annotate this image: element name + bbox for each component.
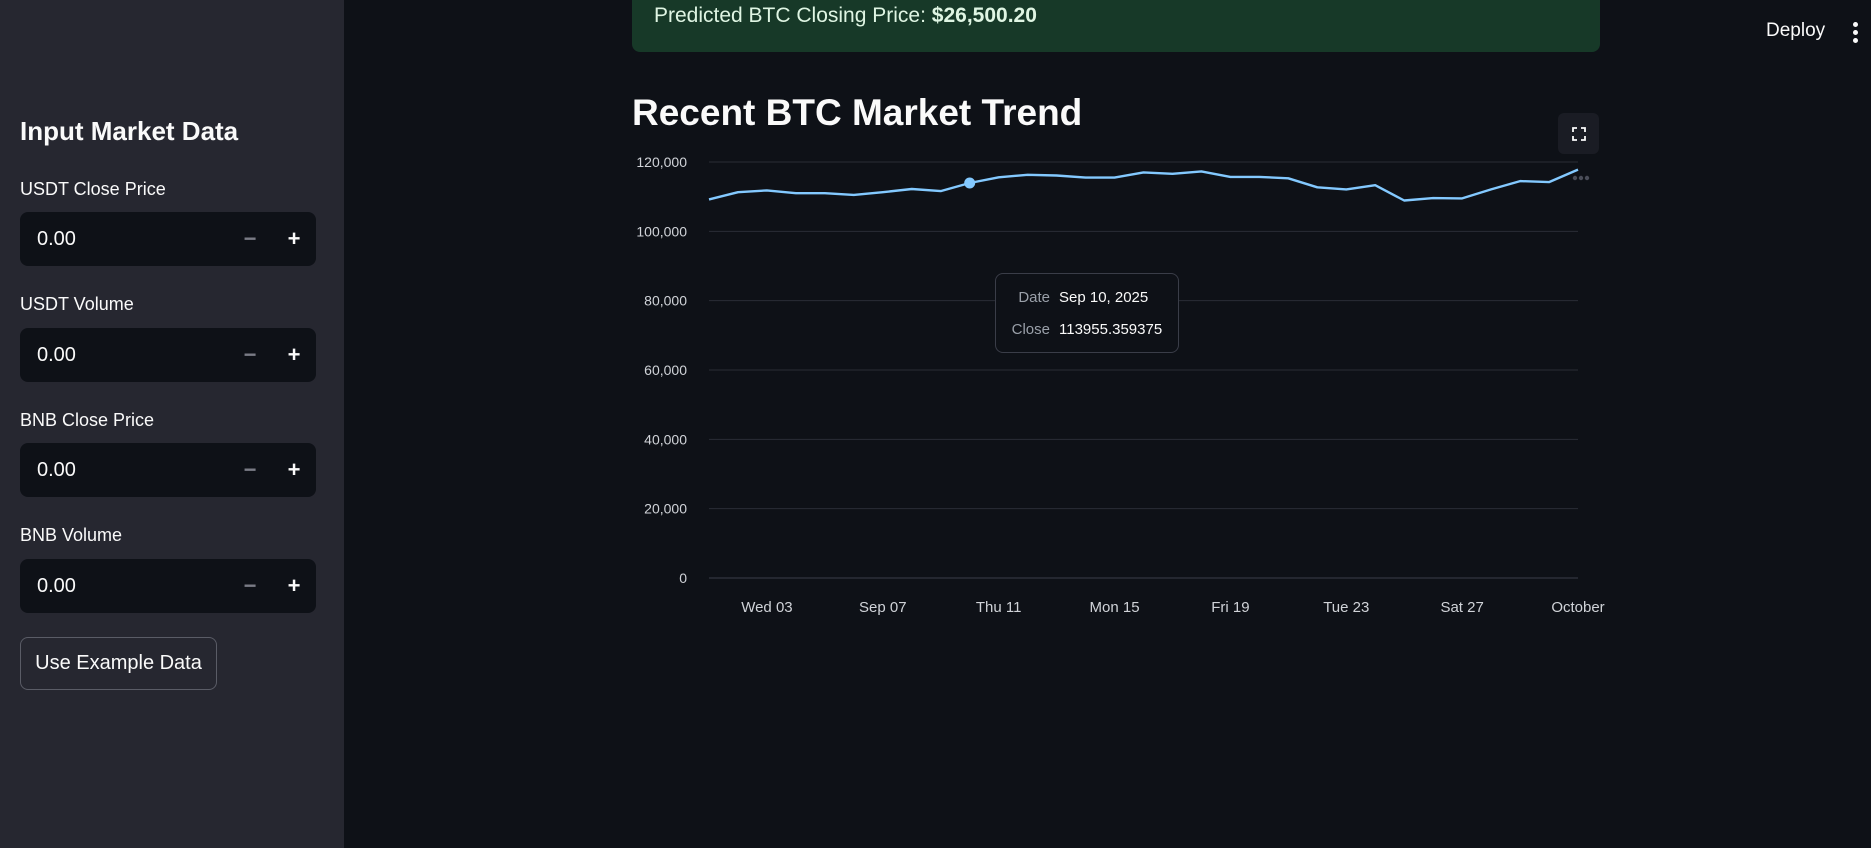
- y-tick-label: 80,000: [644, 293, 687, 309]
- btc-trend-chart[interactable]: 0 20,000 40,000 60,000 80,000 100,000 120,000 W…: [620, 150, 1610, 630]
- highlighted-data-point: [964, 177, 976, 189]
- chart-menu-dot: [1584, 175, 1590, 181]
- fullscreen-icon[interactable]: [1558, 113, 1599, 154]
- btc-close-line: [708, 168, 1579, 202]
- bnb-close-input[interactable]: 0.00 − +: [20, 443, 316, 497]
- bnb-volume-increment-button[interactable]: +: [287, 573, 301, 598]
- bnb-volume-label: BNB Volume: [20, 525, 123, 545]
- chart-menu-dot: [1572, 175, 1578, 181]
- bnb-close-label: BNB Close Price: [20, 410, 155, 430]
- bnb-volume-decrement-button[interactable]: −: [243, 573, 257, 598]
- bnb-close-increment-button[interactable]: +: [287, 457, 301, 482]
- main-menu-icon[interactable]: [1853, 22, 1859, 44]
- prediction-value: $26,500.20: [931, 4, 1037, 27]
- bnb-volume-value[interactable]: 0.00: [37, 574, 76, 597]
- use-example-data-button[interactable]: Use Example Data: [20, 637, 217, 690]
- x-tick-label: Tue 23: [1323, 599, 1369, 616]
- bnb-close-value[interactable]: 0.00: [37, 458, 76, 481]
- y-tick-label: 0: [679, 570, 687, 586]
- usdt-close-value[interactable]: 0.00: [37, 227, 76, 250]
- x-tick-label: Sat 27: [1440, 599, 1483, 616]
- y-tick-label: 60,000: [644, 362, 687, 378]
- tooltip-close-value: 113955.359375: [1059, 321, 1163, 338]
- prediction-banner: Predicted BTC Closing Price: $26,500.20: [632, 0, 1600, 52]
- x-tick-label: Thu 11: [976, 599, 1022, 616]
- chart-menu-dot: [1578, 175, 1584, 181]
- usdt-close-input[interactable]: 0.00 − +: [20, 212, 316, 266]
- usdt-close-increment-button[interactable]: +: [287, 226, 301, 251]
- usdt-close-decrement-button[interactable]: −: [243, 226, 257, 251]
- deploy-button[interactable]: Deploy: [1766, 20, 1826, 41]
- sidebar-title: Input Market Data: [20, 116, 239, 146]
- usdt-close-label: USDT Close Price: [20, 179, 166, 199]
- prediction-label: Predicted BTC Closing Price:: [654, 4, 932, 27]
- x-tick-label: Mon 15: [1090, 599, 1140, 616]
- tooltip-close-key: Close: [1011, 321, 1050, 338]
- bnb-volume-input[interactable]: 0.00 − +: [20, 559, 316, 613]
- usdt-volume-value[interactable]: 0.00: [37, 343, 76, 366]
- x-tick-label: Wed 03: [741, 599, 792, 616]
- chart-tooltip: Date Sep 10, 2025 Close 113955.359375: [995, 273, 1179, 353]
- usdt-volume-input[interactable]: 0.00 − +: [20, 328, 316, 382]
- section-title: Recent BTC Market Trend: [632, 92, 1083, 133]
- usdt-volume-increment-button[interactable]: +: [287, 342, 301, 367]
- y-tick-label: 20,000: [644, 501, 687, 517]
- y-tick-label: 40,000: [644, 431, 687, 447]
- tooltip-date-value: Sep 10, 2025: [1059, 289, 1149, 306]
- tooltip-date-key: Date: [1018, 289, 1050, 306]
- usdt-volume-label: USDT Volume: [20, 294, 134, 314]
- usdt-volume-decrement-button[interactable]: −: [243, 342, 257, 367]
- x-tick-label: Fri 19: [1211, 599, 1249, 616]
- sidebar: Input Market Data USDT Close Price 0.00 …: [0, 0, 344, 848]
- x-tick-label: October: [1551, 599, 1604, 616]
- y-tick-label: 100,000: [636, 223, 687, 239]
- x-tick-label: Sep 07: [859, 599, 907, 616]
- y-tick-label: 120,000: [636, 154, 687, 170]
- bnb-close-decrement-button[interactable]: −: [243, 457, 257, 482]
